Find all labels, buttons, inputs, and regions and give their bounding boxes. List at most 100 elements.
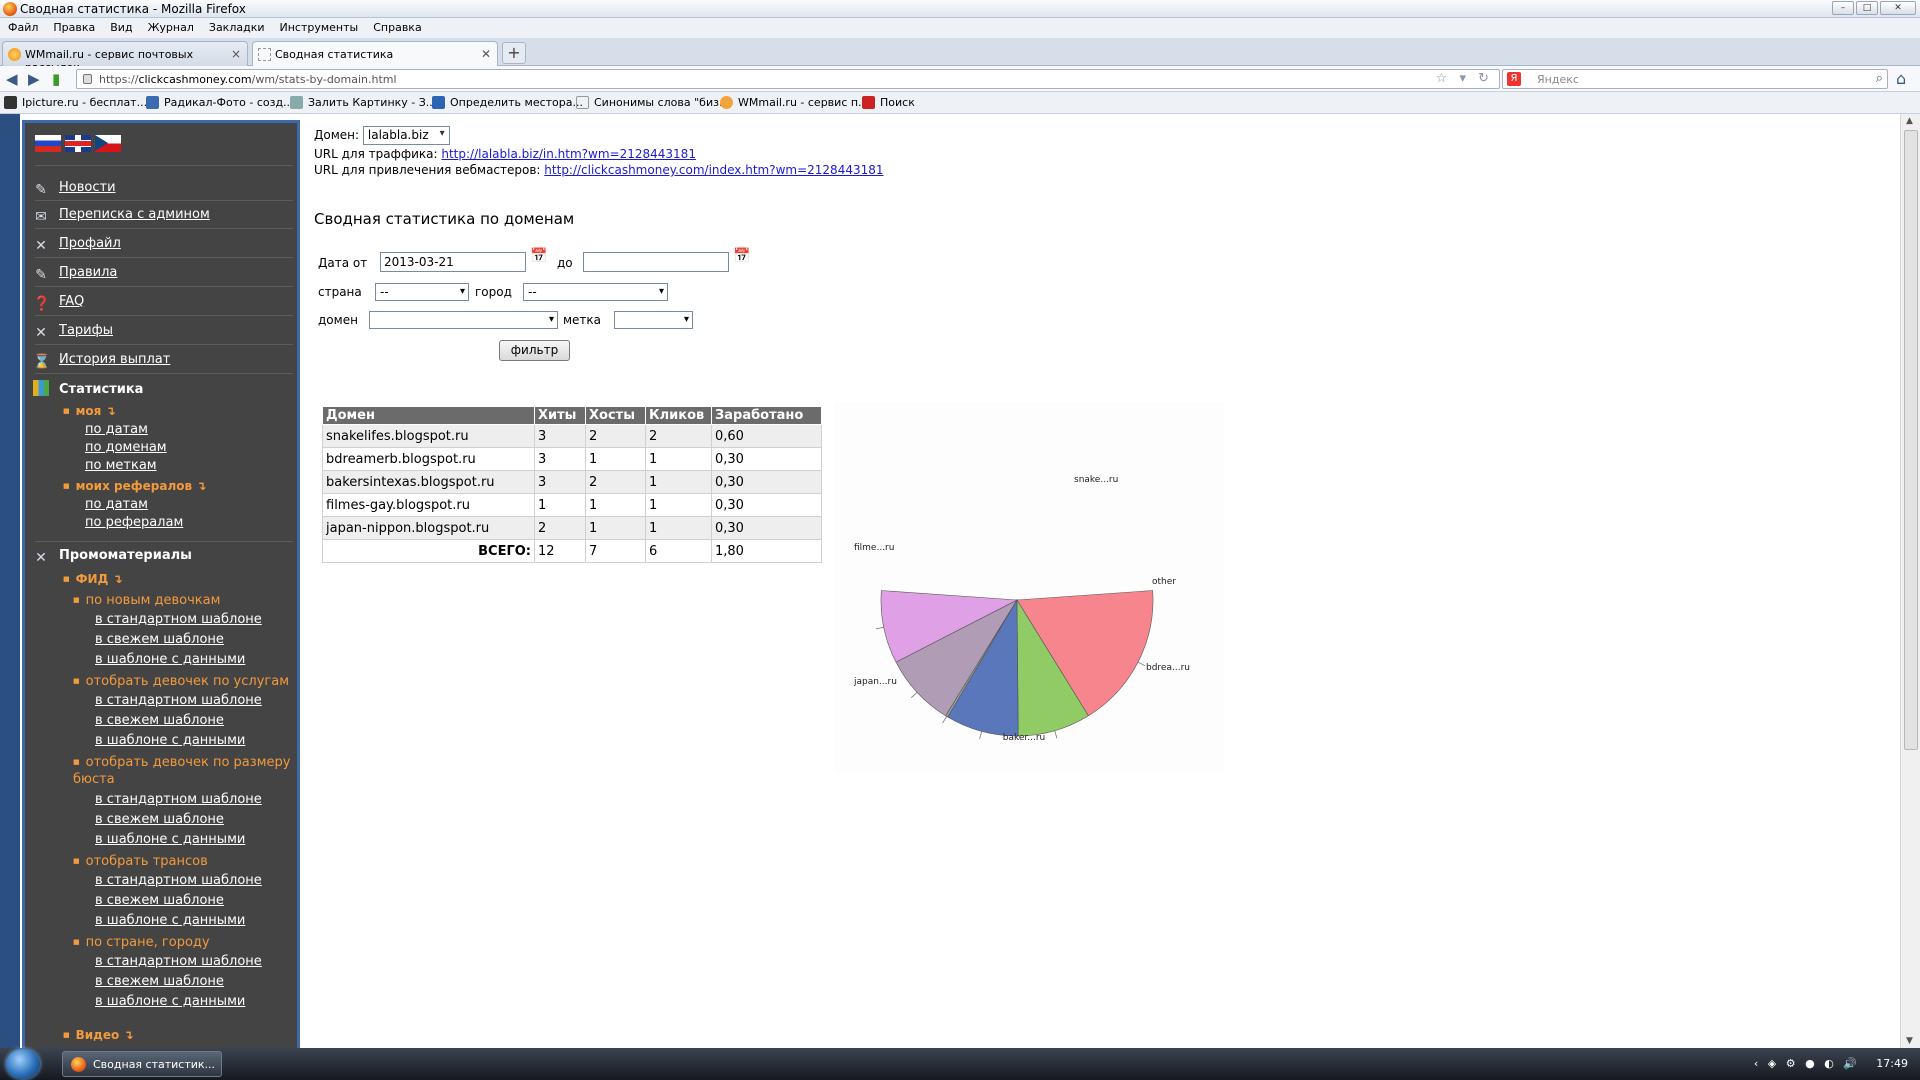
domain-select[interactable]: lalabla.biz	[362, 126, 450, 145]
promo-link[interactable]: в свежем шаблоне	[95, 893, 224, 908]
menu-history[interactable]: Журнал	[147, 21, 194, 34]
menu-help[interactable]: Справка	[373, 21, 422, 34]
minimize-button[interactable]: –	[1832, 1, 1854, 15]
taskbar-item-firefox[interactable]: Сводная статистик...	[62, 1051, 222, 1077]
domain-filter-select[interactable]	[369, 311, 558, 329]
table-row: filmes-gay.blogspot.ru 1 1 1 0,30	[322, 493, 822, 517]
traffic-url-link[interactable]: http://lalabla.biz/in.htm?wm=2128443181	[441, 147, 696, 161]
city-select[interactable]: --	[523, 283, 668, 301]
bookmark-item[interactable]: Поиск	[862, 96, 915, 109]
start-button[interactable]	[6, 1049, 40, 1079]
flag-ru-icon[interactable]	[35, 135, 61, 152]
stats-referrals-toggle[interactable]: моих рефералов ↴	[63, 479, 207, 493]
tag-select[interactable]	[614, 311, 693, 329]
promo-link[interactable]: в стандартном шаблоне	[95, 612, 262, 627]
column-header[interactable]: Домен	[322, 406, 535, 425]
stats-mine-toggle[interactable]: моя ↴	[63, 404, 116, 418]
promo-group-new-girls[interactable]: по новым девочкам	[73, 592, 221, 609]
scroll-up-icon[interactable]: ▲	[1906, 116, 1913, 126]
home-icon[interactable]: ⌂	[1896, 69, 1907, 88]
flag-uk-icon[interactable]	[65, 135, 91, 152]
promo-group-trans[interactable]: отобрать трансов	[73, 853, 208, 870]
promo-link[interactable]: в стандартном шаблоне	[95, 693, 262, 708]
search-icon[interactable]: ⌕	[1875, 71, 1883, 86]
menu-bookmarks[interactable]: Закладки	[208, 21, 265, 34]
date-to-input[interactable]	[583, 252, 729, 272]
scroll-down-icon[interactable]: ▼	[1906, 1036, 1913, 1046]
stats-mine-by-tags[interactable]: по меткам	[85, 458, 157, 473]
promo-link[interactable]: в шаблоне с данными	[95, 832, 246, 847]
flag-cz-icon[interactable]	[95, 135, 121, 152]
back-icon[interactable]: ◀	[6, 70, 18, 88]
forward-icon[interactable]: ▶	[28, 70, 40, 88]
promo-group-by-country[interactable]: по стране, городу	[73, 934, 210, 951]
calendar-icon[interactable]: 📅	[530, 248, 548, 264]
bookmark-item[interactable]: Синонимы слова "биз...	[576, 96, 729, 109]
close-tab-icon[interactable]: ✕	[480, 47, 491, 61]
promo-link[interactable]: в стандартном шаблоне	[95, 954, 262, 969]
column-header[interactable]: Хосты	[585, 406, 646, 425]
calendar-icon[interactable]: 📅	[733, 248, 751, 264]
webmaster-url-link[interactable]: http://clickcashmoney.com/index.htm?wm=2…	[544, 163, 884, 177]
bookmark-item[interactable]: Залить Картинку - З...	[290, 96, 436, 109]
filter-button[interactable]: фильтр	[499, 340, 570, 361]
sidebar-item-payouts[interactable]: ⌛ История выплат	[33, 352, 171, 370]
promo-link[interactable]: в шаблоне с данными	[95, 994, 246, 1009]
date-from-input[interactable]: 2013-03-21	[380, 252, 526, 272]
bookmark-item[interactable]: Радикал-Фото - созд...	[146, 96, 294, 109]
wmmail-favicon-icon	[8, 48, 21, 61]
menu-view[interactable]: Вид	[110, 21, 133, 34]
tab-wmmail[interactable]: WMmail.ru - сервис почтовых рассылок... …	[2, 41, 248, 74]
vertical-scrollbar[interactable]: ▲ ▼	[1900, 114, 1920, 1048]
pie-chart: snake...ru filme...ru bdrea...ru other baker…	[834, 402, 1224, 772]
promo-group-by-services[interactable]: отобрать девочек по услугам	[73, 673, 289, 690]
column-header[interactable]: Кликов	[645, 406, 712, 425]
close-window-button[interactable]: ✕	[1880, 1, 1916, 15]
country-select[interactable]: --	[375, 283, 469, 301]
pie-label: bdrea...ru	[1146, 663, 1190, 673]
promo-link[interactable]: в стандартном шаблоне	[95, 873, 262, 888]
bookmark-item[interactable]: WMmail.ru - сервис п...	[720, 96, 869, 109]
promo-video-toggle[interactable]: Видео ↴	[63, 1028, 134, 1042]
sidebar-item-rules[interactable]: ✎ Правила	[33, 265, 117, 283]
promo-feed-toggle[interactable]: ФИД ↴	[63, 572, 123, 586]
stats-mine-by-dates[interactable]: по датам	[85, 422, 148, 437]
sidebar-section-promo[interactable]: ✕ Промоматериалы	[33, 548, 192, 566]
stats-mine-by-domains[interactable]: по доменам	[85, 440, 167, 455]
promo-link[interactable]: в шаблоне с данными	[95, 913, 246, 928]
country-label: страна	[318, 285, 362, 299]
address-bar[interactable]: https://clickcashmoney.com/wm/stats-by-d…	[76, 69, 1500, 89]
menu-tools[interactable]: Инструменты	[279, 21, 359, 34]
bookmark-item[interactable]: Определить местора...	[432, 96, 583, 109]
stats-referrals-by-referrals[interactable]: по рефералам	[85, 515, 184, 530]
sidebar-item-news[interactable]: ✎ Новости	[33, 180, 115, 198]
promo-link[interactable]: в шаблоне с данными	[95, 652, 246, 667]
promo-link[interactable]: в свежем шаблоне	[95, 713, 224, 728]
window-title: Сводная статистика - Mozilla Firefox	[20, 2, 246, 16]
sidebar-item-profile[interactable]: ✕ Профайл	[33, 236, 121, 254]
close-tab-icon[interactable]: ×	[230, 47, 241, 61]
menu-file[interactable]: Файл	[8, 21, 39, 34]
promo-group-by-bust[interactable]: отобрать девочек по размеру бюста	[73, 754, 293, 788]
bookmark-item[interactable]: Ipicture.ru - бесплат...	[4, 96, 147, 109]
sidebar-item-tariffs[interactable]: ✕ Тарифы	[33, 323, 113, 341]
promo-link[interactable]: в свежем шаблоне	[95, 974, 224, 989]
promo-link[interactable]: в стандартном шаблоне	[95, 792, 262, 807]
tab-summary-stats[interactable]: Сводная статистика ✕	[252, 41, 498, 67]
bookmark-star-icon[interactable]: ☆ ▾ ↻	[1435, 71, 1493, 86]
search-input[interactable]: Я Яндекс ⌕	[1502, 69, 1888, 89]
sidebar-item-messages[interactable]: ✉ Переписка с админом	[33, 207, 210, 225]
sidebar-section-statistics[interactable]: Статистика	[33, 380, 143, 397]
menu-edit[interactable]: Правка	[53, 21, 96, 34]
sidebar-item-faq[interactable]: ❓ FAQ	[33, 294, 85, 312]
promo-link[interactable]: в шаблоне с данными	[95, 733, 246, 748]
column-header[interactable]: Заработано	[711, 406, 822, 425]
promo-link[interactable]: в свежем шаблоне	[95, 812, 224, 827]
maximize-button[interactable]: □	[1856, 1, 1878, 15]
webmaster-url-label: URL для привлечения вебмастеров:	[314, 163, 541, 177]
new-tab-button[interactable]: +	[502, 42, 526, 64]
promo-link[interactable]: в свежем шаблоне	[95, 632, 224, 647]
stats-referrals-by-dates[interactable]: по датам	[85, 497, 148, 512]
column-header[interactable]: Хиты	[534, 406, 586, 425]
scrollbar-thumb[interactable]	[1904, 130, 1918, 750]
